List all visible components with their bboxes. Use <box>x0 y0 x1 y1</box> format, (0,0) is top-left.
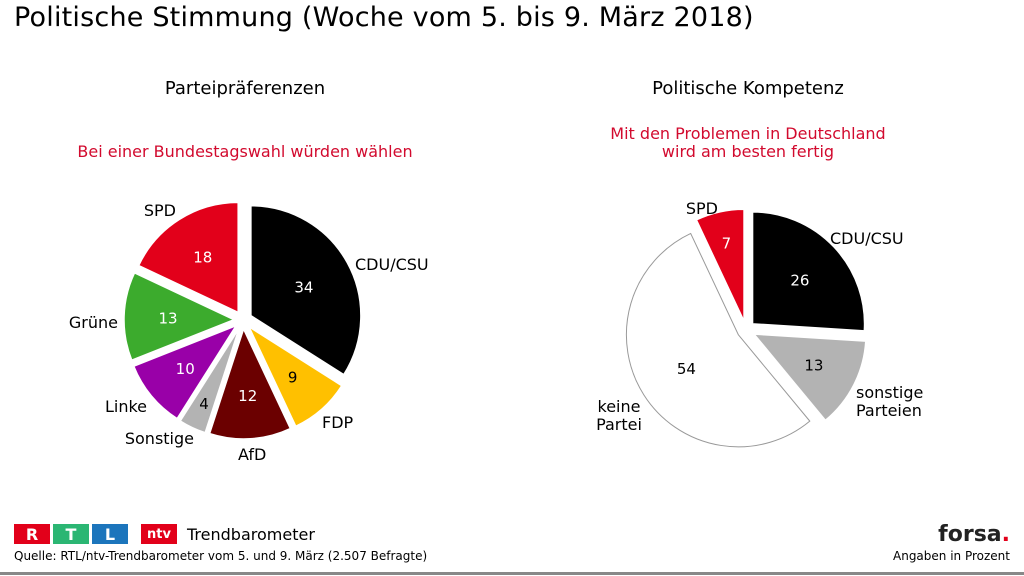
chart-1-afd-value-label: 12 <box>238 387 257 405</box>
chart-1-spd-slice <box>137 201 239 314</box>
chart-1-spd-category-label: SPD <box>144 201 176 220</box>
chart-1-afd-slice <box>208 326 292 440</box>
chart-2-subtitle-line-1: Mit den Problemen in Deutschland <box>610 124 886 143</box>
unit-note: Angaben in Prozent <box>893 549 1010 563</box>
chart-1-linke-slice <box>132 324 238 420</box>
chart-2-cdu-csu-category-label: CDU/CSU <box>830 229 904 248</box>
chart-1-linke-value-label: 10 <box>176 360 195 378</box>
chart-2-sonstige-parteien-category-label: sonstige Parteien <box>856 383 923 420</box>
chart-1-gruene-value-label: 13 <box>158 310 177 328</box>
chart-1-sonstige-value-label: 4 <box>199 395 209 413</box>
chart-2-sonstige-parteien-value-label: 13 <box>804 357 823 375</box>
chart-2-keine-partei-category-label: keine Partei <box>596 397 642 434</box>
chart-2-keine-partei-value-label: 54 <box>677 360 696 378</box>
chart-1-gruene-category-label: Grüne <box>69 313 118 332</box>
chart-1-fdp-value-label: 9 <box>288 368 298 386</box>
chart-2-keine-partei-slice <box>625 232 811 448</box>
chart-1-fdp-category-label: FDP <box>322 413 354 432</box>
chart-2-spd-slice <box>695 208 745 322</box>
chart-1-sonstige-category-label: Sonstige <box>125 429 194 448</box>
page-title: Politische Stimmung (Woche vom 5. bis 9.… <box>14 2 754 33</box>
forsa-logo: forsa. <box>938 522 1010 547</box>
chart-1-afd-category-label: AfD <box>238 445 266 464</box>
chart-1-gruene-slice <box>123 271 236 362</box>
rtl-logo-r: R <box>14 524 50 544</box>
chart-2-sonstige-parteien-slice <box>752 333 867 422</box>
chart-2-cdu-csu-slice <box>751 211 866 332</box>
chart-2-spd-category-label: SPD <box>686 199 718 218</box>
chart-2-cdu-csu-value-label: 26 <box>790 271 809 289</box>
chart-1-cdu-csu-value-label: 34 <box>294 279 313 297</box>
chart-1-cdu-csu-category-label: CDU/CSU <box>355 255 429 274</box>
ntv-logo: ntv <box>141 524 177 544</box>
chart-1-spd-value-label: 18 <box>193 249 212 267</box>
bottom-rule <box>0 572 1024 575</box>
chart-1-title: Parteipräferenzen <box>164 78 326 99</box>
source-note: Quelle: RTL/ntv-Trendbarometer vom 5. un… <box>14 549 428 563</box>
forsa-logo-dot: . <box>1001 522 1010 547</box>
chart-2-title: Politische Kompetenz <box>652 78 844 99</box>
chart-1-subtitle: Bei einer Bundestagswahl würden wählen <box>77 142 413 161</box>
trendbarometer-label: Trendbarometer <box>187 524 315 544</box>
chart-1-cdu-csu-slice <box>250 204 362 376</box>
forsa-logo-text: forsa <box>938 522 1002 547</box>
chart-2-subtitle-line-2: wird am besten fertig <box>661 142 835 161</box>
chart-1-sonstige-slice <box>179 327 240 434</box>
rtl-logo-t: T <box>53 524 89 544</box>
chart-1-linke-category-label: Linke <box>105 397 147 416</box>
chart-1-fdp-slice <box>247 324 343 428</box>
brand-bar: R T L ntv Trendbarometer <box>14 524 315 544</box>
chart-2-spd-value-label: 7 <box>722 235 732 253</box>
rtl-logo-l: L <box>92 524 128 544</box>
pie-charts: 34 CDU/CSU 9 FDP 12 AfD 4 Sonstige 10 Linke 13 Grün… <box>69 199 923 464</box>
chart-2-subtitle: Mit den Problemen in Deutschland wird am… <box>610 125 885 161</box>
